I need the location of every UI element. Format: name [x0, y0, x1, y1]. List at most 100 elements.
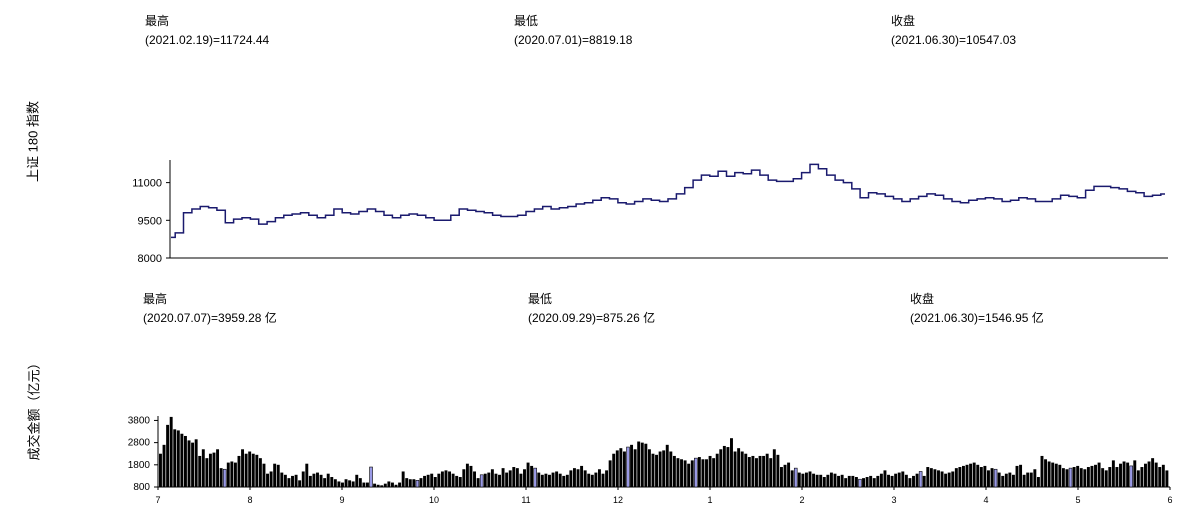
volume-bar: [1033, 469, 1037, 487]
volume-bar: [337, 481, 341, 487]
volume-bar: [583, 470, 587, 487]
volume-bar: [530, 465, 534, 487]
volume-bar: [747, 457, 751, 487]
volume-bar: [680, 459, 683, 487]
volume-bar: [505, 472, 509, 487]
volume-bar: [415, 480, 420, 488]
volume-bar: [676, 458, 680, 487]
volume-bar: [901, 471, 905, 487]
volume-bar: [523, 469, 526, 487]
volume-bar: [198, 455, 202, 487]
volume-bar: [280, 472, 284, 487]
volume-bar: [954, 468, 958, 487]
volume-x-tick-label: 5: [1075, 495, 1080, 505]
volume-bar: [1126, 462, 1130, 487]
volume-bar: [733, 451, 737, 487]
volume-bar: [783, 464, 787, 487]
volume-bar: [490, 469, 494, 487]
volume-bar: [326, 473, 330, 487]
volume-bar: [705, 459, 708, 487]
volume-bar: [483, 473, 487, 487]
volume-bar: [912, 475, 915, 487]
volume-bar: [926, 467, 930, 487]
volume-bar: [187, 440, 191, 487]
volume-bar: [1001, 475, 1005, 487]
volume-bar: [633, 449, 637, 487]
volume-bar: [433, 477, 437, 487]
volume-bar: [362, 482, 366, 487]
volume-bar: [787, 462, 791, 487]
volume-bar: [508, 470, 512, 487]
volume-bar: [883, 470, 887, 487]
volume-bar: [933, 469, 937, 487]
volume-bar: [1151, 458, 1155, 487]
volume-bar: [608, 460, 612, 488]
volume-bar: [929, 468, 933, 487]
volume-bar: [1108, 467, 1112, 487]
volume-bar: [630, 444, 634, 487]
volume-bar: [258, 458, 262, 487]
volume-bar: [191, 442, 195, 488]
volume-bar: [1094, 464, 1097, 487]
volume-bar: [1054, 463, 1058, 487]
volume-bar: [515, 468, 519, 487]
volume-bar: [762, 455, 766, 487]
volume-y-tick-label: 3800: [128, 415, 151, 426]
volume-bar: [1029, 472, 1033, 487]
price-high-value: (2021.02.19)=11724.44: [145, 33, 270, 47]
volume-bar: [590, 474, 594, 487]
volume-bar: [751, 455, 755, 487]
volume-bar: [1051, 462, 1055, 487]
volume-bar: [1147, 461, 1151, 487]
volume-bar: [822, 477, 826, 487]
volume-bar: [180, 433, 184, 487]
volume-bar: [244, 453, 248, 487]
volume-bar: [683, 460, 687, 488]
volume-bar: [844, 478, 848, 488]
volume-bar: [615, 450, 619, 487]
volume-bar: [1008, 472, 1012, 487]
volume-low-value: (2020.09.29)=875.26 亿: [528, 311, 656, 325]
volume-bar: [487, 472, 491, 487]
volume-bar: [248, 451, 252, 487]
volume-bar: [904, 474, 908, 487]
volume-bar: [237, 455, 241, 487]
volume-x-tick-label: 11: [521, 495, 530, 505]
volume-bar: [962, 465, 965, 487]
volume-bar: [890, 475, 894, 487]
volume-bar: [690, 460, 694, 488]
volume-bar: [833, 473, 837, 487]
volume-bar: [847, 475, 851, 487]
volume-bar: [1058, 464, 1062, 487]
volume-bar: [576, 469, 580, 487]
volume-bar: [637, 441, 641, 487]
volume-bar: [951, 471, 955, 487]
volume-bar: [1104, 470, 1108, 487]
volume-bar: [159, 453, 162, 487]
volume-bar: [969, 463, 973, 487]
volume-high-label: 最高: [143, 292, 168, 306]
volume-bar: [465, 463, 469, 487]
volume-x-tick-label: 2: [799, 495, 804, 505]
volume-bar: [455, 475, 459, 487]
volume-bar: [355, 474, 359, 487]
price-low-label: 最低: [514, 14, 539, 28]
volume-bar: [351, 481, 355, 487]
volume-x-tick-label: 10: [429, 495, 439, 505]
volume-bar: [983, 465, 987, 487]
volume-bar: [1004, 473, 1008, 487]
volume-bar: [1161, 464, 1165, 487]
volume-bar: [1122, 461, 1126, 487]
volume-bar: [640, 442, 644, 488]
volume-bar: [548, 474, 551, 487]
volume-bar: [540, 474, 544, 487]
price-y-tick-label: 11000: [132, 178, 162, 190]
volume-bar: [715, 453, 719, 487]
volume-x-tick-label: 4: [983, 495, 988, 505]
volume-bar: [1101, 468, 1105, 487]
price-close-annotation: 收盘 (2021.06.30)=10547.03: [891, 12, 1016, 50]
volume-bar: [212, 452, 216, 487]
volume-bar: [176, 430, 180, 487]
volume-bar: [665, 444, 669, 487]
